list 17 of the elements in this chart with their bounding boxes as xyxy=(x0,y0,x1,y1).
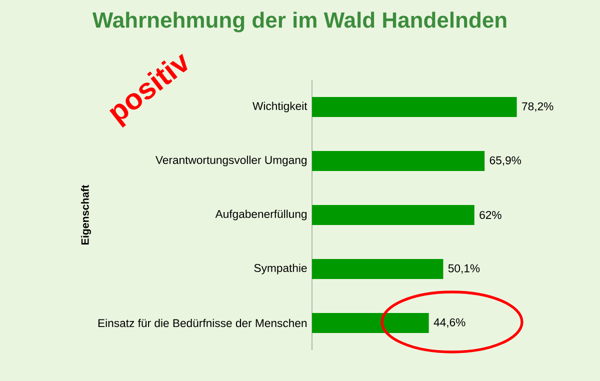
data-label: 50,1% xyxy=(448,264,480,274)
y-tick-label: Wichtigkeit xyxy=(252,102,308,112)
data-label: 44,6% xyxy=(434,318,466,328)
y-axis-title: Eigenschaft xyxy=(81,184,91,245)
y-tick-label: Aufgabenerfüllung xyxy=(215,210,307,220)
y-tick-label: Verantwortungsvoller Umgang xyxy=(156,156,307,166)
data-label: 62% xyxy=(480,210,502,219)
y-tick-label: Einsatz für die Bedürfnisse der Menschen xyxy=(98,318,307,328)
data-label: 78,2% xyxy=(522,102,554,112)
bar xyxy=(312,204,474,225)
bar xyxy=(312,150,485,171)
bar xyxy=(312,312,429,333)
y-tick-label: Sympathie xyxy=(254,264,307,274)
data-label: 65,9% xyxy=(490,156,522,166)
chart-title: Wahrnehmung der im Wald Handelnden xyxy=(92,12,506,32)
bar xyxy=(312,258,444,279)
bar xyxy=(312,96,517,117)
